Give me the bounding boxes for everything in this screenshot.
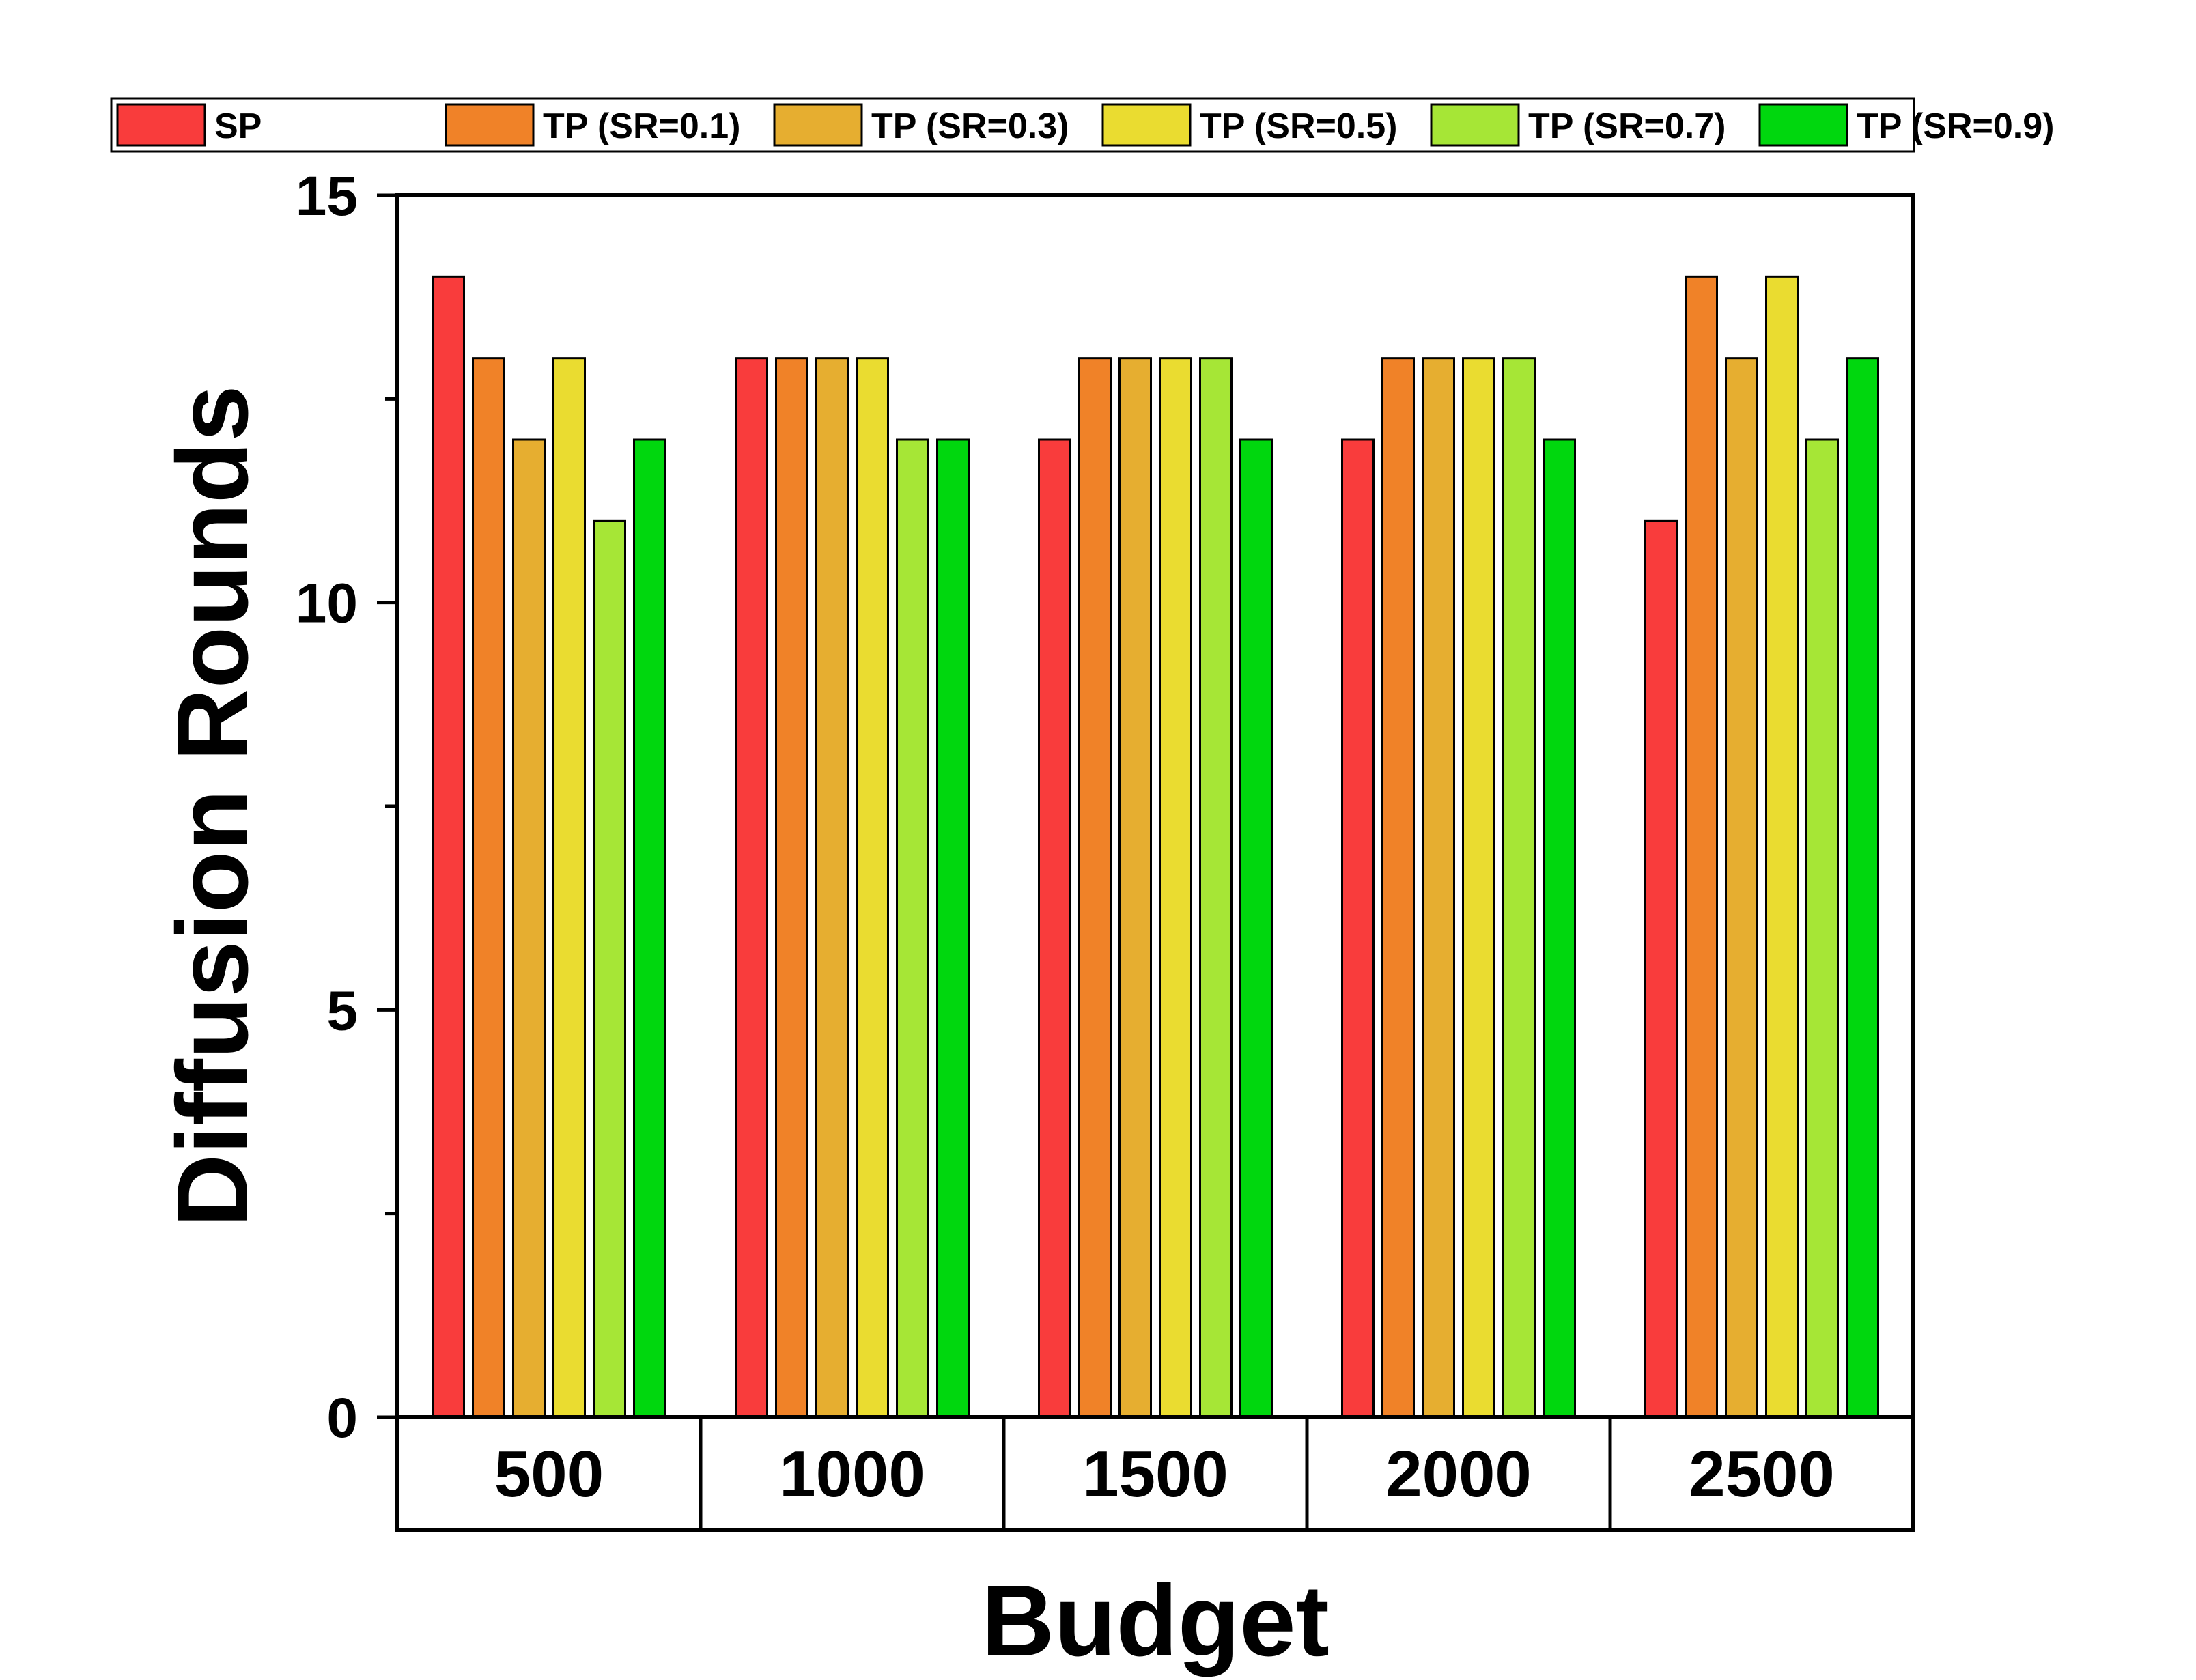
bar — [432, 275, 465, 1419]
bar — [1078, 357, 1112, 1419]
x-category-label: 2500 — [1689, 1438, 1835, 1511]
y-tick-label: 15 — [296, 165, 358, 227]
legend-swatch — [1101, 103, 1192, 147]
bar — [1199, 357, 1233, 1419]
bar — [896, 438, 929, 1419]
bar — [1118, 357, 1152, 1419]
legend-swatch — [1430, 103, 1520, 147]
legend-swatch — [773, 103, 863, 147]
x-category-label: 1000 — [779, 1438, 925, 1511]
bar — [775, 357, 808, 1419]
legend-label: TP (SR=0.1) — [543, 106, 740, 146]
bar — [1685, 275, 1718, 1419]
legend-swatch — [116, 103, 206, 147]
bar — [1846, 357, 1879, 1419]
bar — [1159, 357, 1192, 1419]
legend-label: TP (SR=0.9) — [1857, 106, 2054, 146]
bar — [856, 357, 889, 1419]
y-tick-label: 10 — [296, 573, 358, 635]
bar — [472, 357, 505, 1419]
bar — [815, 357, 849, 1419]
bar — [593, 519, 626, 1419]
bar — [1381, 357, 1415, 1419]
bar — [1644, 519, 1678, 1419]
bar — [735, 357, 768, 1419]
bar — [1462, 357, 1495, 1419]
y-ticks-group: 0 5 10 15 — [296, 165, 397, 1449]
bar — [633, 438, 666, 1419]
x-categories-group: 500 1000 1500 2000 2500 — [494, 1417, 1835, 1530]
bars-group — [432, 275, 1879, 1419]
legend-label: TP (SR=0.5) — [1200, 106, 1397, 146]
legend-frame — [110, 97, 1915, 153]
legend-swatch — [1758, 103, 1848, 147]
legend-label: TP (SR=0.3) — [871, 106, 1069, 146]
bar — [1543, 438, 1576, 1419]
bar — [1422, 357, 1455, 1419]
category-table-frame — [395, 1415, 1915, 1532]
bar — [1805, 438, 1839, 1419]
legend-swatch — [445, 103, 535, 147]
legend: SP TP (SR=0.1) TP (SR=0.3) TP (SR=0.5) TP (S… — [110, 97, 2054, 153]
x-axis-title: Budget — [981, 1565, 1329, 1677]
bar — [1765, 275, 1799, 1419]
bar — [1341, 438, 1375, 1419]
legend-label: TP (SR=0.7) — [1528, 106, 1726, 146]
bar — [1038, 438, 1071, 1419]
bar — [512, 438, 546, 1419]
bar — [552, 357, 586, 1419]
legend-label: SP — [214, 106, 262, 146]
y-axis-title: Diffusion Rounds — [156, 385, 269, 1227]
y-tick-label: 0 — [326, 1387, 358, 1449]
bar — [1725, 357, 1758, 1419]
x-category-label: 500 — [494, 1438, 604, 1511]
x-category-label: 2000 — [1385, 1438, 1532, 1511]
bar — [1239, 438, 1273, 1419]
y-tick-label: 5 — [326, 980, 358, 1042]
bar — [936, 438, 970, 1419]
x-category-label: 1500 — [1082, 1438, 1228, 1511]
bar — [1502, 357, 1536, 1419]
